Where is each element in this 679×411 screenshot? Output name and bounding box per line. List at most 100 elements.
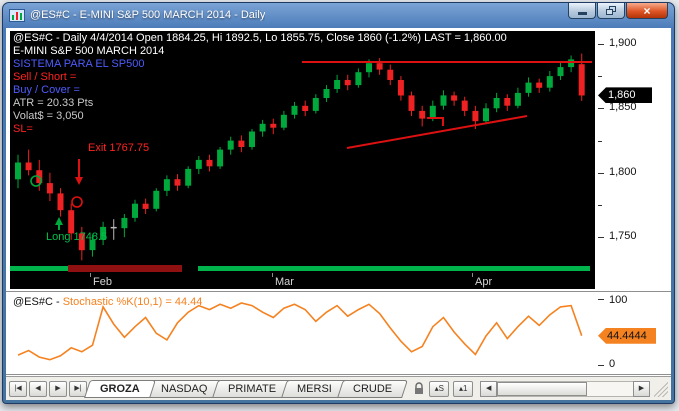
first-tab-button[interactable]: |◀ bbox=[9, 380, 27, 397]
stochastic-svg[interactable] bbox=[10, 294, 595, 372]
candle-body bbox=[121, 217, 128, 229]
candle-body bbox=[472, 110, 479, 122]
price-chart-svg[interactable] bbox=[10, 31, 595, 263]
candle-body bbox=[334, 80, 341, 89]
tab-label: NASDAQ bbox=[160, 382, 208, 395]
candle-body bbox=[429, 105, 436, 119]
candle-body bbox=[25, 162, 32, 171]
axis-tick bbox=[598, 76, 602, 78]
time-tick bbox=[472, 273, 473, 277]
sheet-tabs: GROZA NASDAQ PRIMATE MERSI CRUDE bbox=[84, 379, 409, 398]
axis-tick bbox=[598, 299, 604, 300]
candle-body bbox=[78, 233, 85, 251]
exit-annotation: Exit 1767.75 bbox=[88, 142, 150, 154]
resize-grip[interactable] bbox=[654, 380, 668, 397]
horizontal-scrollbar: ◀ ▶ bbox=[480, 380, 650, 397]
scrollbar-thumb[interactable] bbox=[497, 381, 588, 396]
tab-groza[interactable]: GROZA bbox=[84, 379, 156, 398]
time-tick-label: Apr bbox=[475, 276, 493, 288]
restore-icon bbox=[606, 6, 616, 15]
candle-body bbox=[514, 92, 521, 106]
exit-arrow-head bbox=[75, 177, 83, 185]
axis-tick bbox=[598, 365, 604, 366]
axis-tick-label: 1,750 bbox=[609, 230, 637, 243]
time-tick bbox=[90, 273, 91, 277]
candle-body bbox=[525, 82, 532, 93]
indicator-panel[interactable]: @ES#C - Stochastic %K(10,1) = 44.44 bbox=[10, 294, 595, 372]
candle-body bbox=[302, 105, 309, 111]
close-button[interactable]: × bbox=[626, 3, 668, 19]
axis-tick-label: 1,900 bbox=[609, 36, 637, 49]
window-title: @ES#C - E-MINI S&P 500 MARCH 2014 - Dail… bbox=[30, 9, 266, 21]
lock-button[interactable] bbox=[413, 382, 425, 395]
candle-body bbox=[451, 95, 458, 101]
stochastic-line bbox=[17, 302, 583, 361]
buy-cover-label: Buy / Cover = bbox=[13, 84, 80, 96]
tab-primate[interactable]: PRIMATE bbox=[212, 379, 293, 398]
candle-body bbox=[408, 95, 415, 111]
candle-body bbox=[238, 140, 245, 147]
instrument-name: E-MINI S&P 500 MARCH 2014 bbox=[13, 45, 165, 57]
candle-body bbox=[461, 100, 468, 111]
position-strip-segment bbox=[68, 265, 182, 272]
tab-bar: |◀ ◀ ▶ ▶| GROZA NASDAQ PRIMATE MERSI CRU… bbox=[6, 376, 671, 400]
indicator-value-tag: 44.4444 bbox=[598, 327, 656, 344]
time-tick-label: Feb bbox=[93, 276, 112, 288]
candle-body bbox=[163, 179, 170, 191]
support-trendline[interactable] bbox=[346, 115, 528, 149]
tab-crude[interactable]: CRUDE bbox=[337, 379, 409, 398]
tab-label: PRIMATE bbox=[228, 382, 277, 395]
price-chart-panel[interactable]: @ES#C - Daily 4/4/2014 Open 1884.25, Hi … bbox=[10, 31, 595, 289]
indicator-label: @ES#C - Stochastic %K(10,1) = 44.44 bbox=[13, 296, 202, 308]
tab-label: CRUDE bbox=[353, 382, 393, 395]
sell-short-label: Sell / Short = bbox=[13, 71, 77, 83]
next-tab-button[interactable]: ▶ bbox=[49, 380, 67, 397]
long-annotation: Long 1748.5 bbox=[46, 231, 108, 243]
candle-body bbox=[355, 72, 362, 86]
candle-body bbox=[270, 123, 277, 128]
candle-body bbox=[195, 159, 202, 169]
lock-icon bbox=[415, 382, 424, 394]
indicator-axis[interactable]: 100 0 44.4444 bbox=[597, 294, 671, 372]
axis-tick-label: 100 bbox=[609, 294, 628, 306]
axis-tick bbox=[598, 237, 604, 239]
candle-body bbox=[280, 114, 287, 128]
price-axis[interactable]: 1,900 1,850 1,800 1,750 1,860 bbox=[597, 31, 671, 289]
time-tick bbox=[272, 273, 273, 277]
scrollbar-track[interactable] bbox=[497, 380, 633, 397]
time-axis[interactable]: Feb Mar Apr bbox=[10, 273, 595, 289]
candle-body bbox=[57, 193, 64, 211]
minimize-button[interactable] bbox=[568, 3, 596, 19]
scroll-left-button[interactable]: ◀ bbox=[480, 380, 498, 397]
chart-info-block: @ES#C - Daily 4/4/2014 Open 1884.25, Hi … bbox=[13, 32, 507, 136]
exit-circle-marker bbox=[71, 196, 83, 208]
restore-button[interactable] bbox=[597, 3, 625, 19]
candle-body bbox=[100, 226, 107, 240]
candle-body bbox=[440, 95, 447, 106]
candle-body bbox=[397, 80, 404, 96]
tab-option-1-button[interactable]: ▴1 bbox=[453, 380, 474, 397]
indicator-axis-ticks: 100 0 bbox=[597, 294, 671, 372]
titlebar[interactable]: @ES#C - E-MINI S&P 500 MARCH 2014 - Dail… bbox=[3, 3, 674, 27]
candle-body bbox=[376, 63, 383, 70]
scroll-right-button[interactable]: ▶ bbox=[633, 380, 650, 397]
indicator-name: Stochastic %K(10,1) = 44.44 bbox=[62, 296, 203, 308]
candle-body bbox=[344, 80, 351, 86]
window-controls: × bbox=[568, 3, 668, 19]
prev-tab-button[interactable]: ◀ bbox=[29, 380, 47, 397]
tab-option-s-button[interactable]: ▴S bbox=[429, 380, 450, 397]
time-tick-label: Mar bbox=[275, 276, 294, 288]
candle-body bbox=[110, 226, 117, 229]
last-price-tag: 1,860 bbox=[598, 87, 652, 104]
candle-body bbox=[132, 203, 138, 218]
axis-tick-label: 1,850 bbox=[609, 101, 637, 114]
axis-tick bbox=[598, 205, 602, 206]
tab-label: GROZA bbox=[100, 382, 140, 395]
candle-body bbox=[227, 140, 234, 150]
candle-body bbox=[366, 63, 372, 73]
candle-body bbox=[89, 239, 96, 251]
candle-body bbox=[142, 203, 149, 209]
tab-nasdaq[interactable]: NASDAQ bbox=[144, 379, 224, 398]
close-icon: × bbox=[643, 3, 651, 18]
axis-tick-label: 1,800 bbox=[609, 165, 637, 178]
